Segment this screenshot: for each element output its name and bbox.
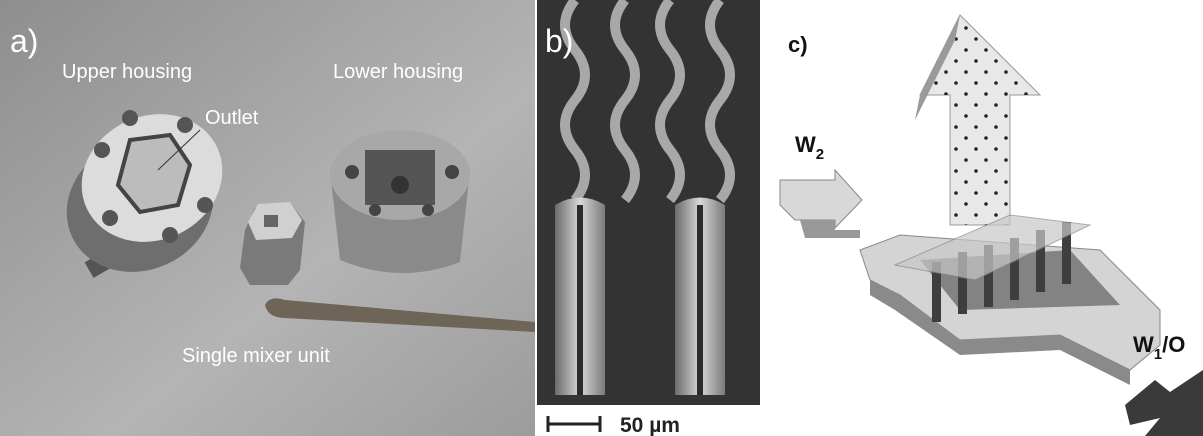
inlet-arrow	[1125, 370, 1203, 436]
label: Outlet	[205, 107, 259, 129]
panel-c: c) W2 W1/O	[780, 15, 1203, 436]
inlet-arrow-side	[800, 220, 860, 238]
flow-label-sub: 2	[816, 146, 824, 163]
label: Single mixer unit	[182, 345, 330, 367]
figure: a) Upper housing Lower housing Outlet Si…	[0, 0, 1203, 436]
panel-label: c)	[788, 32, 808, 57]
label: Lower housing	[333, 61, 463, 83]
flow-label-sub: 1	[1154, 346, 1162, 363]
flow-label-rest: /O	[1162, 332, 1185, 357]
lower-housing	[330, 130, 470, 273]
scale-bar	[548, 416, 600, 432]
panel-a: a) Upper housing Lower housing Outlet Si…	[0, 0, 535, 436]
panel-label: b)	[545, 23, 573, 59]
label: Upper housing	[62, 61, 192, 83]
flow-label-base: W	[795, 132, 816, 157]
flow-label-base: W	[1133, 332, 1154, 357]
panel-label: a)	[10, 23, 38, 59]
panel-b: b) 50 µm	[537, 0, 760, 436]
output-arrow	[915, 15, 1040, 225]
scale-label: 50 µm	[620, 414, 680, 436]
device	[860, 215, 1160, 385]
inlet-arrow	[780, 170, 862, 228]
flow-label: W2	[795, 132, 824, 163]
